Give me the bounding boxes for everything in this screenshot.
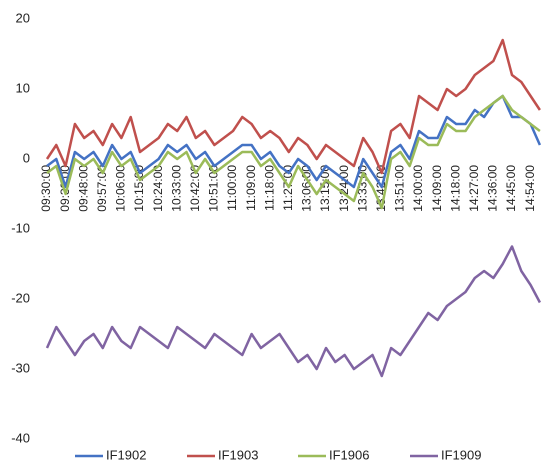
series-line [46,94,542,189]
x-tick-label: 13:06:00 [300,165,314,212]
legend-label: IF1902 [106,447,146,462]
legend-label: IF1903 [218,447,258,462]
x-tick-label: 09:57:00 [95,165,109,212]
x-tick-label: 10:24:00 [151,165,165,212]
x-tick-label: 13:15:00 [318,165,332,212]
x-tick-label: 09:30:00 [39,165,53,212]
x-tick-label: 10:06:00 [114,165,128,212]
x-tick-label: 13:51:00 [393,165,407,212]
y-tick-label: 0 [23,150,30,165]
series-line [46,94,541,210]
y-tick-label: -20 [11,290,30,305]
y-tick-label: -30 [11,360,30,375]
legend-label: IF1906 [329,447,369,462]
x-tick-label: 10:42:00 [188,165,202,212]
x-tick-label: 14:00:00 [411,165,425,212]
series-line [45,245,542,378]
y-tick-label: -10 [11,220,30,235]
x-tick-label: 10:33:00 [169,165,183,212]
x-tick-label: 09:48:00 [76,165,90,212]
y-tick-label: 10 [16,80,30,95]
x-tick-label: 14:36:00 [486,165,500,212]
x-tick-label: 14:54:00 [523,165,537,212]
x-tick-label: 11:00:00 [225,165,239,211]
y-tick-label: -40 [11,430,30,445]
series-line [45,38,541,175]
x-tick-label: 14:09:00 [430,165,444,212]
x-tick-label: 10:51:00 [207,165,221,212]
x-tick-label: 14:45:00 [504,165,518,212]
x-tick-label: 11:09:00 [244,165,258,211]
legend-label: IF1909 [441,447,481,462]
x-tick-label: 11:18:00 [262,165,276,211]
x-tick-label: 14:27:00 [467,165,481,212]
y-tick-label: 20 [16,10,30,25]
x-tick-label: 14:18:00 [448,165,462,212]
